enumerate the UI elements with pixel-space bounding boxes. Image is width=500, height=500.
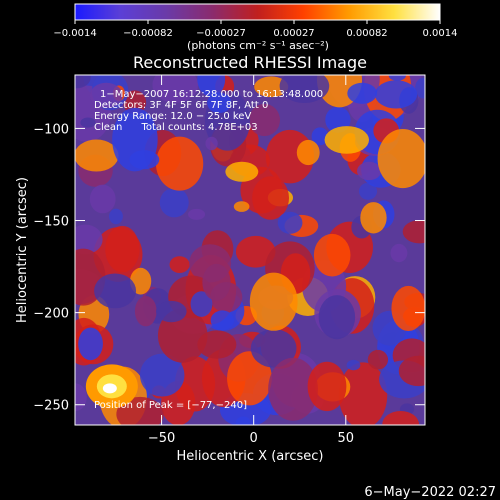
heatmap-image xyxy=(75,75,425,425)
annotation-peak-position: Position of Peak = [−77,−240] xyxy=(94,400,247,411)
heatmap-blob xyxy=(207,92,232,114)
heatmap-blob xyxy=(159,187,189,218)
heatmap-blob xyxy=(311,127,329,146)
heatmap-blob xyxy=(268,357,318,421)
colorbar-tick-label: 0.00082 xyxy=(346,28,387,39)
heatmap-blob xyxy=(324,126,370,154)
y-tick-label: −100 xyxy=(33,122,69,137)
heatmap-blob xyxy=(388,75,406,81)
annotation-energy-range: Energy Range: 12.0 − 25.0 keV xyxy=(94,111,251,122)
heatmap-blob xyxy=(377,129,425,189)
heatmap-blob xyxy=(112,107,158,172)
heatmap-blobs xyxy=(75,75,425,425)
x-tick-label: 0 xyxy=(250,431,258,446)
x-axis: −50 0 50 xyxy=(148,75,354,446)
y-tick-label: −150 xyxy=(33,215,69,230)
colorbar-tick-label: −0.0014 xyxy=(53,28,96,39)
footer-date: 6−May−2022 02:27 xyxy=(364,485,496,500)
heatmap-blob xyxy=(254,76,289,98)
heatmap-blob xyxy=(89,184,116,214)
heatmap-blob xyxy=(367,349,389,370)
heatmap-blob xyxy=(210,310,235,331)
heatmap-blob xyxy=(109,208,123,225)
heatmap-blob xyxy=(105,225,140,273)
heatmap-blob xyxy=(89,82,123,109)
heatmap-blob xyxy=(313,233,351,277)
heatmap-blob xyxy=(250,329,297,368)
heatmap-blob xyxy=(318,295,356,340)
annotation-total-counts: Clean Total counts: 4.78E+03 xyxy=(94,122,258,133)
heatmap-blob xyxy=(390,243,408,263)
annotation-time-range: 1−May−2007 16:12:28.000 to 16:13:48.000 xyxy=(100,89,323,100)
annotation-detectors: Detectors: 3F 4F 5F 6F 7F 8F, Att 0 xyxy=(94,100,268,111)
heatmap-blob xyxy=(190,291,213,317)
heatmap-blob xyxy=(225,161,259,182)
x-axis-label: Heliocentric X (arcsec) xyxy=(177,449,324,464)
heatmap-blob xyxy=(75,224,103,255)
colorbar-tick-label: −0.00082 xyxy=(123,28,173,39)
heatmap-blob xyxy=(75,139,119,172)
heatmap-blob xyxy=(347,82,378,104)
y-tick-label: −200 xyxy=(33,307,69,322)
y-axis: −100 −150 −200 −250 xyxy=(33,122,425,414)
heatmap-blob xyxy=(382,410,419,425)
heatmap-blob xyxy=(415,77,425,99)
y-axis-label: Heliocentric Y (arcsec) xyxy=(15,177,30,323)
heatmap-blob xyxy=(155,300,187,323)
heatmap-blob xyxy=(248,103,281,137)
heatmap-blob xyxy=(402,220,425,244)
heatmap-blob xyxy=(78,327,103,361)
heatmap-blob xyxy=(152,75,199,103)
heatmap-blob xyxy=(197,330,237,359)
heatmap-blob xyxy=(249,272,298,331)
heatmap-blob xyxy=(307,361,347,412)
y-tick-label: −250 xyxy=(33,399,69,414)
heatmap-blob xyxy=(80,117,96,128)
heatmap-blob xyxy=(139,353,185,397)
heatmap-blob xyxy=(235,235,276,268)
heatmap-blob xyxy=(346,359,361,371)
heatmap-blob xyxy=(116,396,164,425)
x-tick-label: −50 xyxy=(148,431,175,446)
colorbar-tick-label: 0.00027 xyxy=(273,28,314,39)
heatmap-blob xyxy=(358,182,378,200)
peak-center xyxy=(102,383,117,394)
heatmap-blob xyxy=(391,285,425,332)
colorbar-tick-label: 0.0014 xyxy=(423,28,458,39)
heatmap-blob xyxy=(360,202,387,234)
heatmap-blob xyxy=(357,161,382,181)
heatmap-blob xyxy=(227,351,272,406)
colorbar xyxy=(74,3,441,21)
heatmap-blob xyxy=(188,208,206,220)
plot-frame xyxy=(74,74,426,426)
heatmap-blob xyxy=(202,263,231,301)
heatmap-blob xyxy=(374,80,418,109)
chart-title: Reconstructed RHESSI Image xyxy=(133,53,367,72)
heatmap-blob xyxy=(75,75,91,89)
heatmap-blob xyxy=(279,75,330,103)
heatmap-blob xyxy=(277,211,303,234)
heatmap-blob xyxy=(169,256,190,273)
heatmap-blob xyxy=(338,362,388,425)
x-tick-label: 50 xyxy=(338,431,355,446)
colorbar-tick-label: −0.00027 xyxy=(196,28,246,39)
heatmap-blob xyxy=(155,136,204,191)
heatmap-blob xyxy=(205,136,218,151)
heatmap-blob xyxy=(296,139,320,166)
heatmap-blob xyxy=(197,75,226,97)
heatmap-blob xyxy=(233,201,250,212)
heatmap-blob xyxy=(252,176,290,220)
heatmap-blob xyxy=(123,90,147,115)
heatmap-blob xyxy=(94,273,137,309)
colorbar-units: (photons cm⁻² s⁻¹ asec⁻²) xyxy=(187,39,329,52)
colorbar-ticks: −0.0014 −0.00082 −0.00027 0.00027 0.00082 0.0… xyxy=(53,20,458,39)
heatmap-blob xyxy=(398,355,425,387)
heatmap-blob xyxy=(134,296,157,327)
